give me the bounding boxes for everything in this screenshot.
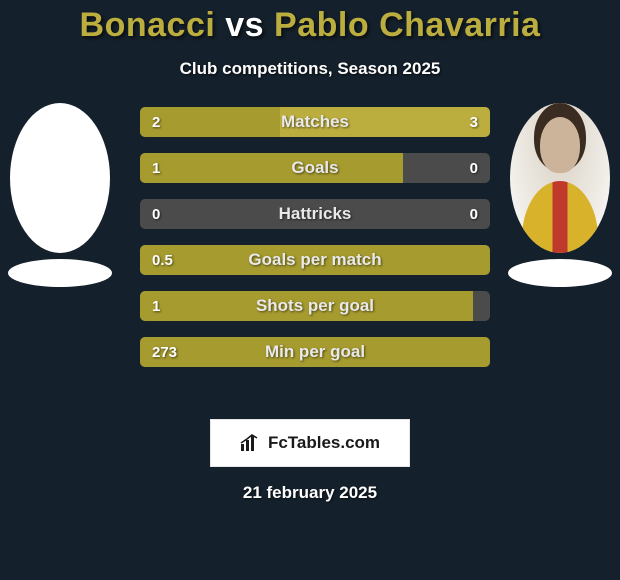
stat-row: Shots per goal1: [140, 291, 490, 321]
player-left-column: [0, 107, 120, 287]
stats-bars: Matches23Goals10Hattricks00Goals per mat…: [140, 107, 490, 383]
stat-bar-left: [140, 337, 490, 367]
brand-badge[interactable]: FcTables.com: [210, 419, 410, 467]
stat-value-left: 0: [152, 199, 160, 229]
stat-row: Min per goal273: [140, 337, 490, 367]
stat-value-right: 0: [470, 199, 478, 229]
stat-row: Matches23: [140, 107, 490, 137]
player-left-name-plate: [8, 259, 112, 287]
stat-row: Goals per match0.5: [140, 245, 490, 275]
stat-bar-left: [140, 107, 280, 137]
footer-date: 21 february 2025: [0, 483, 620, 503]
player-right-avatar: [510, 103, 610, 253]
stat-row: Goals10: [140, 153, 490, 183]
stat-row: Hattricks0 0: [140, 199, 490, 229]
comparison-card: Bonacci vs Pablo Chavarria Club competit…: [0, 0, 620, 580]
brand-text: FcTables.com: [268, 433, 380, 453]
player-left-avatar: [10, 103, 110, 253]
stat-bar-left: [140, 291, 473, 321]
player-right-name-plate: [508, 259, 612, 287]
stat-bar-right: [280, 107, 490, 137]
content-area: Matches23Goals10Hattricks00Goals per mat…: [0, 107, 620, 407]
stat-bar-left: [140, 153, 403, 183]
stat-bar-left: [140, 245, 490, 275]
stat-label: Hattricks: [140, 199, 490, 229]
stat-value-right: 0: [470, 153, 478, 183]
subtitle: Club competitions, Season 2025: [0, 59, 620, 79]
chart-icon: [240, 434, 262, 452]
player-right-column: [500, 107, 620, 287]
page-title: Bonacci vs Pablo Chavarria: [0, 0, 620, 45]
